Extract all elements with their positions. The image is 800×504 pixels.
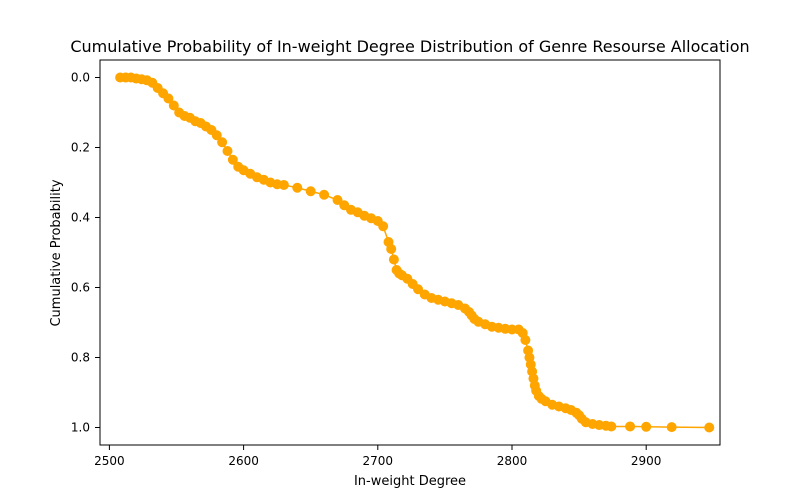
x-axis: 2500 2600 2700 2800 2900 — [94, 445, 661, 468]
y-tick-label: 0.0 — [71, 71, 90, 85]
x-tick-label: 2500 — [94, 454, 125, 468]
data-point — [222, 146, 233, 156]
data-point — [278, 179, 289, 190]
data-point — [163, 93, 174, 104]
data-point — [704, 422, 715, 433]
y-tick-label: 0.8 — [71, 351, 90, 365]
data-point — [413, 284, 424, 295]
data-point — [217, 137, 228, 148]
y-tick-label: 1.0 — [71, 421, 90, 435]
data-point — [606, 421, 617, 432]
data-point — [339, 200, 350, 211]
data-point — [211, 130, 222, 141]
x-tick-label: 2600 — [228, 454, 259, 468]
data-point — [388, 254, 399, 265]
x-axis-label: In-weight Degree — [354, 474, 466, 489]
data-point — [227, 154, 238, 165]
plot-area — [99, 59, 721, 446]
data-point — [378, 221, 389, 232]
data-point — [168, 100, 179, 111]
data-point — [332, 195, 343, 205]
data-point — [319, 189, 330, 200]
y-axis-label: Cumulative Probability — [49, 179, 64, 326]
y-tick-label: 0.4 — [71, 211, 90, 225]
data-point — [641, 421, 652, 432]
data-point — [625, 421, 636, 432]
x-tick-label: 2700 — [363, 454, 394, 468]
y-tick-label: 0.6 — [71, 281, 90, 295]
plot-frame — [99, 59, 721, 446]
y-axis: 0.0 0.2 0.4 0.6 0.8 1.0 — [71, 71, 100, 435]
x-tick-label: 2900 — [631, 454, 662, 468]
chart-title: Cumulative Probability of In-weight Degr… — [70, 37, 749, 56]
data-point — [666, 422, 677, 433]
data-point — [386, 244, 397, 254]
data-point — [292, 182, 303, 193]
x-tick-label: 2800 — [497, 454, 528, 468]
y-tick-label: 0.2 — [71, 141, 90, 155]
data-point — [305, 186, 316, 197]
data-point — [520, 335, 531, 345]
